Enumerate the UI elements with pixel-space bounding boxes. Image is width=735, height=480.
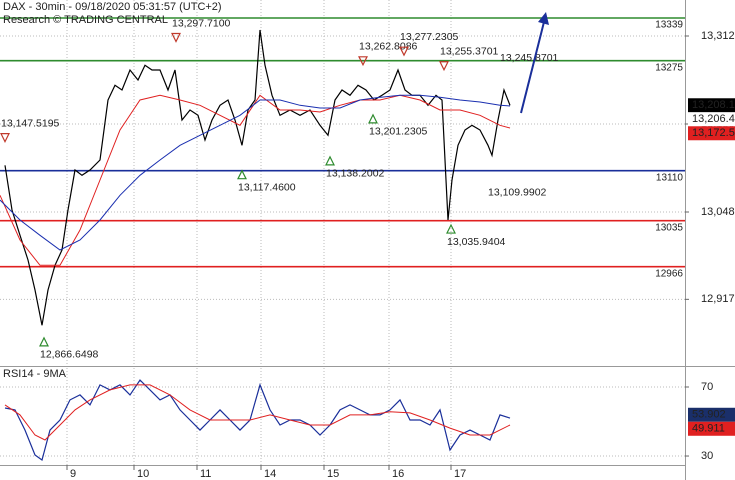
x-tick-label: 17 bbox=[454, 468, 466, 480]
series-line bbox=[0, 94, 511, 266]
series-line bbox=[0, 94, 511, 251]
series-line bbox=[4, 384, 511, 441]
level-label: 12966 bbox=[655, 268, 683, 279]
pivot-marker bbox=[237, 169, 247, 180]
x-tick-label: 15 bbox=[327, 468, 339, 480]
price-tag-label: 13,208.1 bbox=[692, 99, 735, 111]
chart-subtitle: Research © TRADING CENTRAL bbox=[3, 14, 168, 26]
level-label: 13035 bbox=[655, 222, 683, 233]
price-tag-label: 49.911 bbox=[692, 423, 725, 435]
pivot-marker bbox=[439, 61, 449, 72]
pivot-marker bbox=[0, 133, 10, 143]
panel-title: RSI14 - 9MA bbox=[3, 368, 67, 380]
x-tick-label: 10 bbox=[137, 468, 149, 480]
price-tag bbox=[688, 126, 735, 141]
y-tick-label: 13,312 bbox=[701, 30, 735, 42]
forecast-arrowhead bbox=[538, 12, 549, 25]
x-tick-label: 14 bbox=[264, 468, 276, 480]
pivot-marker bbox=[325, 155, 335, 166]
price-tag bbox=[688, 98, 735, 113]
forecast-arrow bbox=[520, 17, 546, 114]
price-tag bbox=[688, 112, 735, 127]
x-tick-label: 11 bbox=[200, 468, 211, 480]
price-tag-label: 13,206.4 bbox=[692, 113, 735, 125]
pivot-label: 13,262.8086 bbox=[359, 41, 418, 53]
pivot-marker bbox=[399, 46, 409, 57]
pivot-marker bbox=[358, 56, 368, 67]
pivot-marker bbox=[39, 336, 49, 347]
pivot-label: 13,109.9902 bbox=[488, 186, 547, 198]
chart-title: DAX - 30min - 09/18/2020 05:31:57 (UTC+2… bbox=[3, 1, 222, 13]
price-tag-label: 13,172.5 bbox=[692, 127, 735, 139]
pivot-label: 13,147.5195 bbox=[1, 117, 60, 129]
pivot-label: 13,277.2305 bbox=[400, 31, 459, 43]
y-tick-label: 30 bbox=[701, 450, 713, 462]
pivot-label: 13,117.4600 bbox=[238, 181, 296, 193]
y-tick-label: 70 bbox=[701, 381, 713, 393]
pivot-label: 13,138.2002 bbox=[326, 168, 385, 180]
pivot-label: 13,035.9404 bbox=[447, 236, 506, 248]
level-label: 13275 bbox=[655, 62, 683, 73]
x-tick-label: 16 bbox=[392, 468, 404, 480]
pivot-label: 13,255.3701 bbox=[440, 46, 499, 58]
level-label: 13339 bbox=[655, 20, 683, 31]
y-tick-label: 12,917 bbox=[701, 293, 735, 305]
pivot-marker bbox=[368, 113, 378, 124]
pivot-marker bbox=[171, 32, 181, 43]
y-tick-label: 13,048 bbox=[701, 206, 735, 218]
price-tag bbox=[688, 407, 735, 422]
price-tag bbox=[688, 421, 735, 436]
pivot-marker bbox=[446, 223, 456, 234]
series-line bbox=[4, 379, 511, 461]
price-tag-label: 53.902 bbox=[692, 409, 726, 421]
pivot-label: 13,297.7100 bbox=[172, 17, 231, 29]
x-tick-label: 9 bbox=[70, 468, 76, 480]
pivot-label: 13,201.2305 bbox=[369, 126, 428, 138]
pivot-label: 12,866.6498 bbox=[40, 349, 99, 361]
level-label: 13110 bbox=[656, 172, 684, 183]
pivot-label: 13,245.8701 bbox=[500, 52, 559, 64]
